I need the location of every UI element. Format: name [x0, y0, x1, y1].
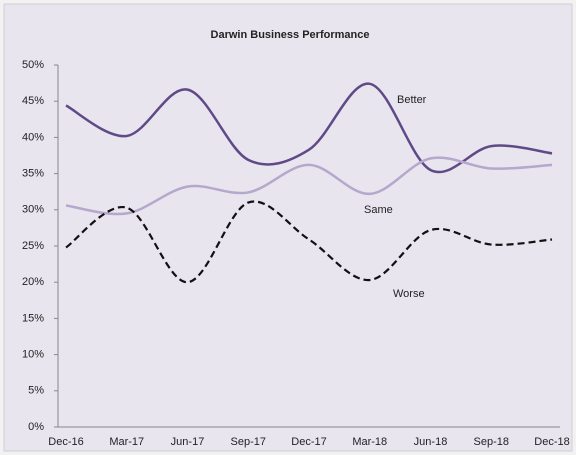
y-tick-label: 5% — [28, 385, 44, 397]
y-tick-label: 15% — [22, 312, 44, 324]
y-tick-label: 10% — [22, 349, 44, 361]
x-tick-label: Mar-18 — [352, 436, 387, 448]
x-tick-label: Sep-18 — [474, 436, 509, 448]
y-tick-label: 35% — [22, 168, 44, 180]
x-tick-label: Dec-18 — [534, 436, 569, 448]
y-tick-label: 40% — [22, 131, 44, 143]
series-line — [65, 200, 553, 284]
x-tick-label: Jun-17 — [171, 436, 205, 448]
x-tick-label: Mar-17 — [109, 436, 144, 448]
series-label: Worse — [393, 288, 425, 300]
y-tick-label: 45% — [22, 95, 44, 107]
series-label: Same — [364, 204, 393, 216]
y-tick-label: 0% — [28, 421, 44, 433]
x-tick-label: Sep-17 — [231, 436, 266, 448]
x-tick-label: Dec-17 — [291, 436, 326, 448]
x-tick-label: Jun-18 — [414, 436, 448, 448]
series-line — [65, 82, 553, 174]
series-line — [65, 156, 553, 216]
y-tick-label: 30% — [22, 204, 44, 216]
x-tick-label: Dec-16 — [48, 436, 83, 448]
y-tick-label: 50% — [22, 59, 44, 71]
y-tick-label: 25% — [22, 240, 44, 252]
y-tick-label: 20% — [22, 276, 44, 288]
chart-title: Darwin Business Performance — [211, 29, 370, 41]
series-label: Better — [397, 94, 427, 106]
chart-background — [3, 3, 573, 452]
